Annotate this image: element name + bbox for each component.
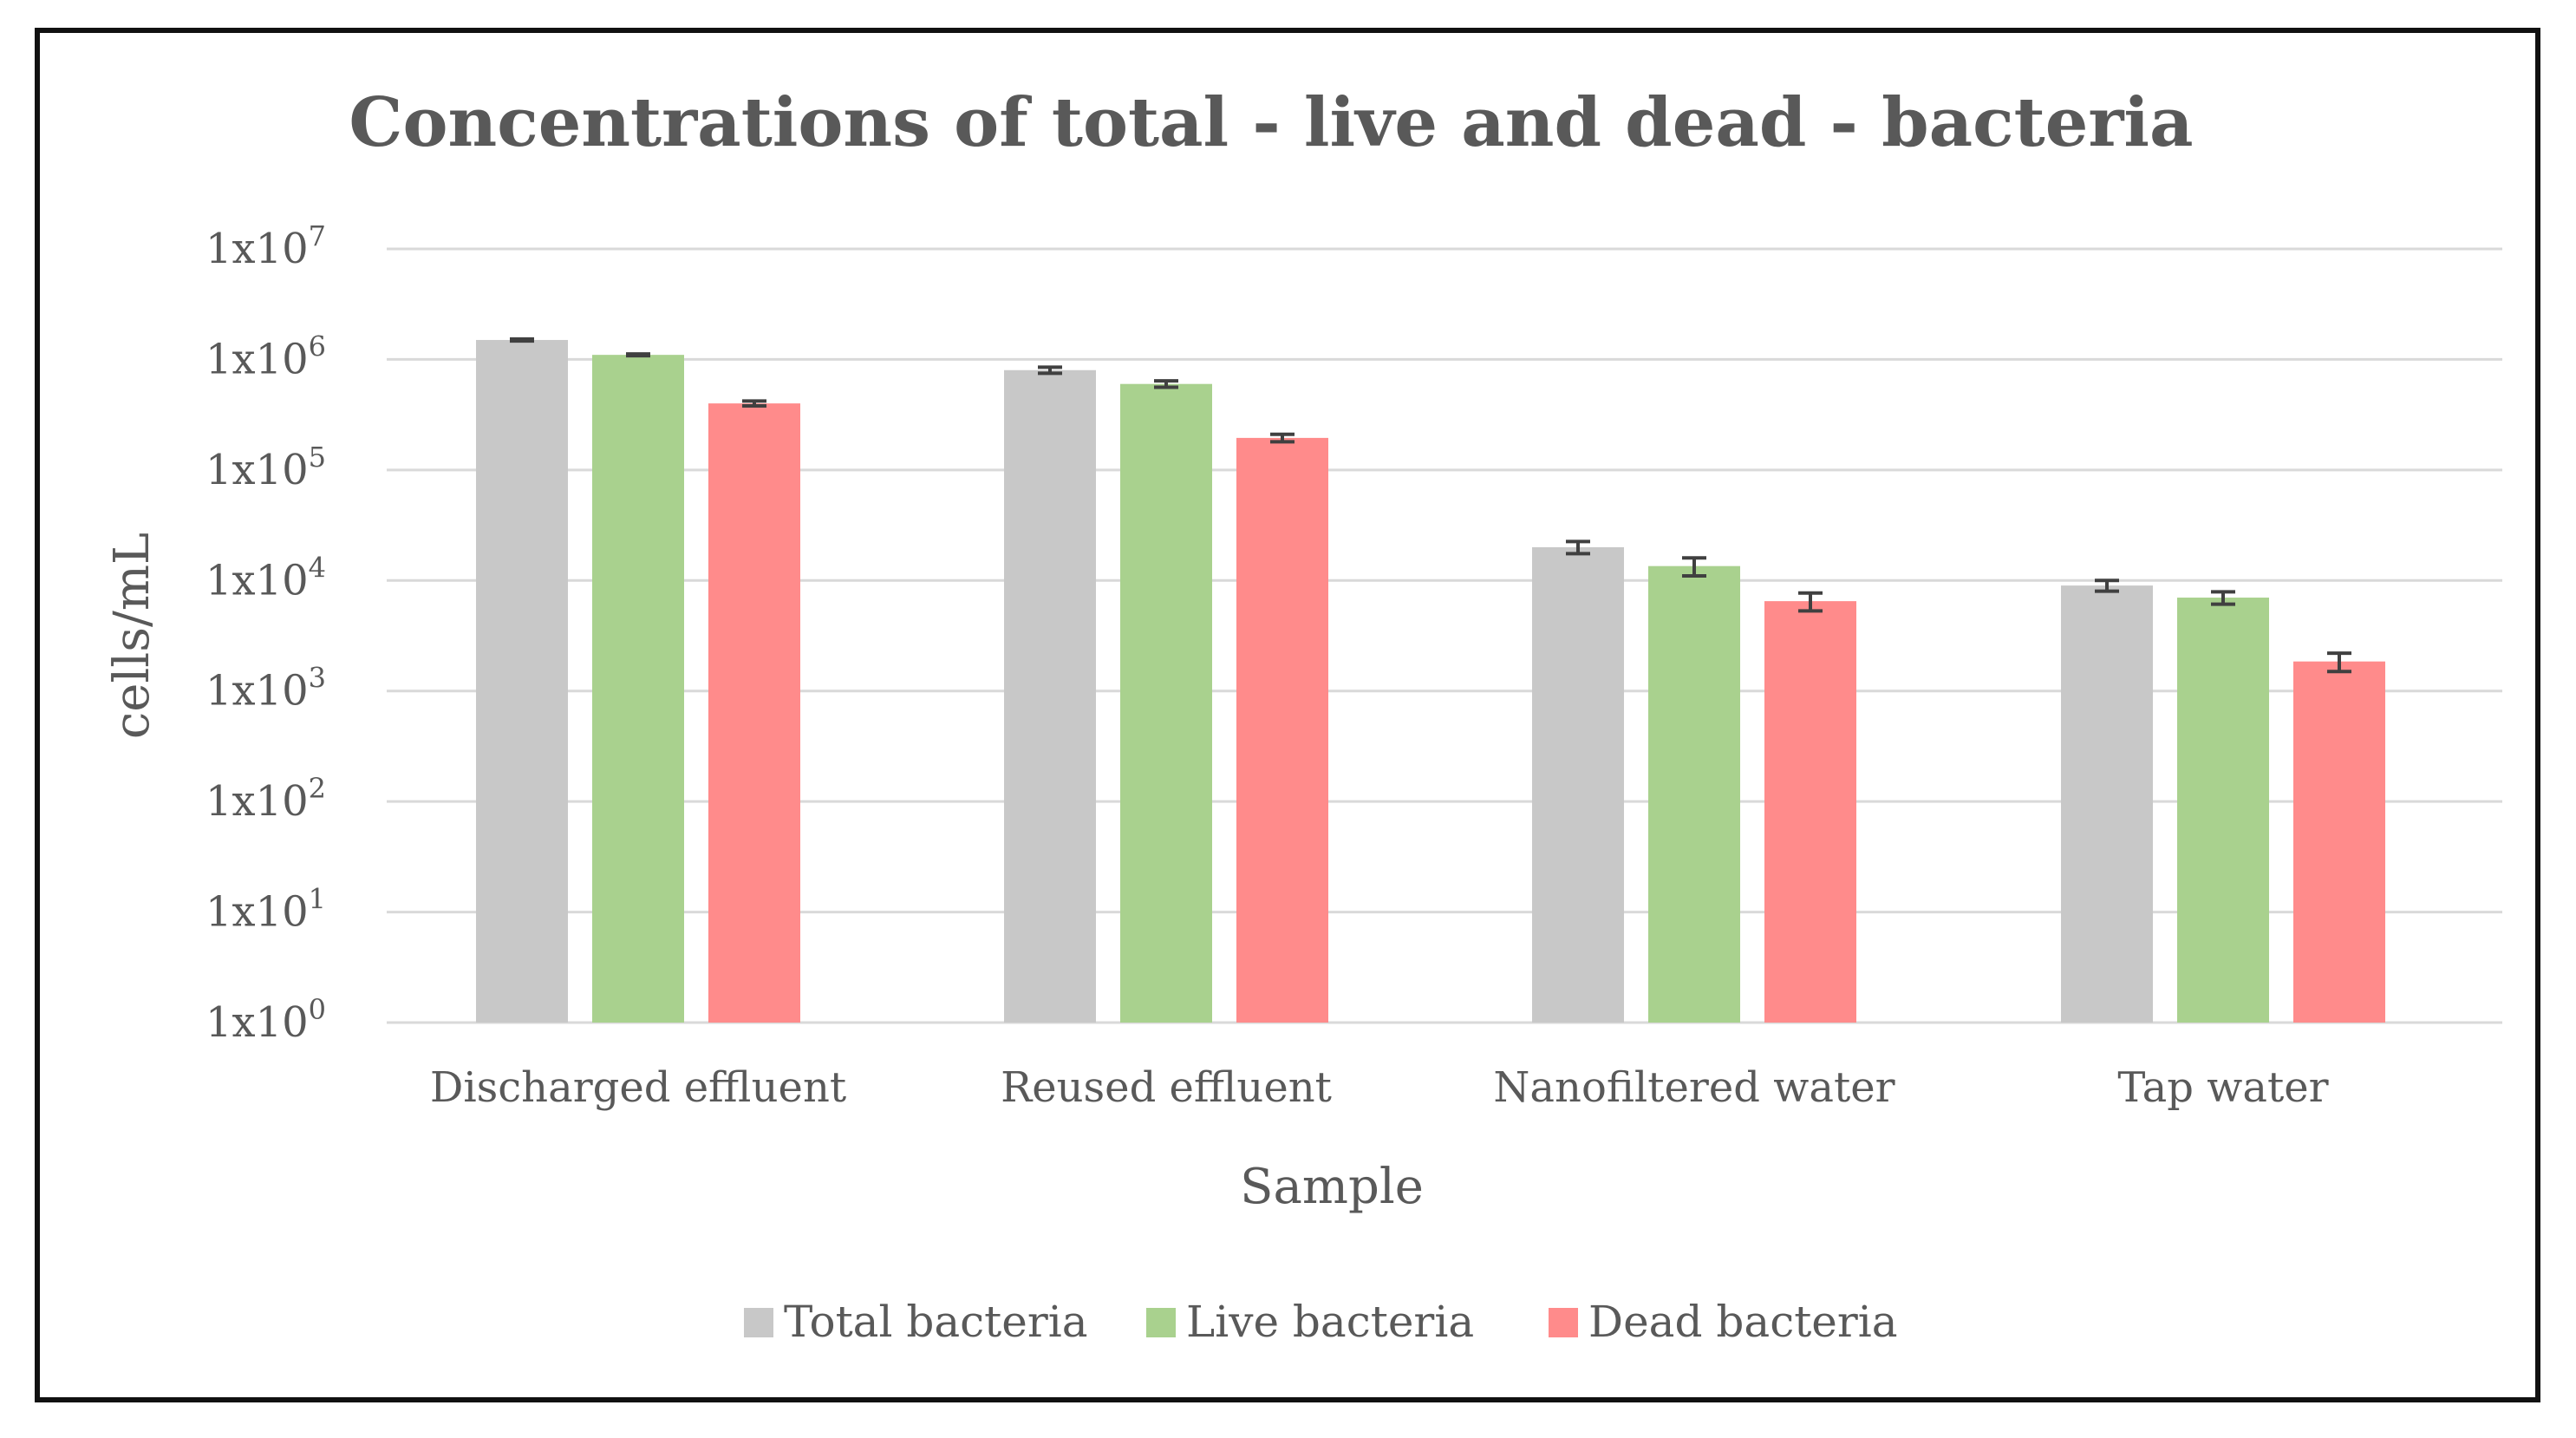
y-axis-ticks: 1x100 1x101 1x102 1x103 1x104 1x105 1x106 1x107 <box>205 219 326 1047</box>
bar <box>1532 547 1624 1023</box>
legend-swatch <box>1146 1308 1176 1337</box>
bar <box>592 355 684 1023</box>
legend-label: Total bacteria <box>784 1297 1088 1347</box>
legend-swatch <box>744 1308 773 1337</box>
y-tick-label: 1x107 <box>205 219 326 273</box>
bar <box>1648 566 1740 1023</box>
legend-label: Dead bacteria <box>1588 1297 1898 1347</box>
bar <box>1764 601 1856 1023</box>
y-axis-title: cells/mL <box>104 533 160 739</box>
y-tick-label: 1x100 <box>205 993 326 1047</box>
x-category-label: Reused effluent <box>1001 1063 1332 1112</box>
x-category-label: Nanofiltered water <box>1493 1063 1895 1112</box>
x-axis-categories: Discharged effluent Reused effluent Nanofi… <box>430 1063 2329 1112</box>
bar <box>2293 662 2385 1023</box>
bar <box>1120 384 1212 1023</box>
legend-swatch <box>1549 1308 1578 1337</box>
bar <box>2061 585 2153 1023</box>
x-category-label: Discharged effluent <box>430 1063 846 1112</box>
chart-frame: Concentrations of total - live and dead … <box>35 28 2540 1402</box>
chart-title: Concentrations of total - live and dead … <box>349 83 2193 162</box>
y-tick-label: 1x101 <box>205 883 326 937</box>
y-tick-label: 1x102 <box>205 772 326 826</box>
bar <box>1236 438 1328 1023</box>
y-tick-label: 1x106 <box>205 330 326 383</box>
legend-label: Live bacteria <box>1186 1297 1474 1347</box>
x-axis-title: Sample <box>1240 1159 1424 1215</box>
y-tick-label: 1x105 <box>205 441 326 494</box>
legend: Total bacteria Live bacteria Dead bacteria <box>744 1297 1898 1347</box>
error-bar <box>510 339 534 341</box>
bar <box>2177 598 2269 1023</box>
bar <box>476 340 568 1023</box>
bar <box>1004 370 1096 1023</box>
y-tick-label: 1x103 <box>205 662 326 716</box>
bar-chart: Concentrations of total - live and dead … <box>40 33 2535 1397</box>
bars <box>476 339 2385 1023</box>
bar <box>708 403 800 1023</box>
y-tick-label: 1x104 <box>205 551 326 605</box>
x-category-label: Tap water <box>2117 1063 2328 1112</box>
error-bar <box>626 354 650 356</box>
